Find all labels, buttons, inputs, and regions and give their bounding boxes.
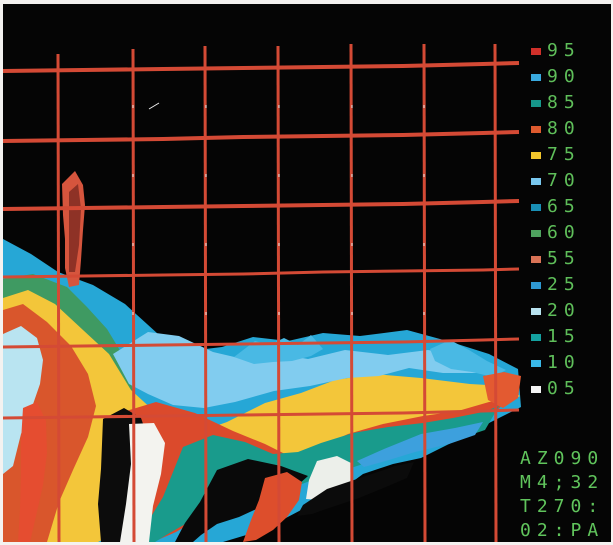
echo-cyan-right: [430, 340, 506, 377]
grid-horizontal-5: [3, 337, 520, 349]
legend-swatch-70: [531, 178, 541, 185]
grid-vertical-7: [493, 43, 498, 542]
echo-field: [3, 171, 521, 542]
legend-row-10: 10: [531, 352, 611, 375]
radar-plot: [3, 43, 521, 542]
cursor-mark: [148, 102, 160, 110]
legend-label-15: 15: [547, 326, 581, 347]
legend-label-95: 95: [547, 40, 581, 61]
tilt-readout: T270:: [520, 496, 605, 517]
echo-far-right: [483, 372, 521, 408]
legend-label-70: 70: [547, 170, 581, 191]
legend-swatch-95: [531, 48, 541, 55]
mode-readout: 02:PA: [520, 520, 605, 541]
grid-horizontal-1: [3, 61, 520, 73]
legend-swatch-10: [531, 360, 541, 367]
grid-tick-marks: [132, 102, 425, 315]
legend-row-25: 25: [531, 274, 611, 297]
grid-vertical-3: [203, 45, 208, 542]
grid-vertical-4: [276, 45, 281, 542]
grid-vertical-2: [131, 48, 136, 542]
echo-white-spike: [120, 423, 165, 542]
grid-horizontal-6: [3, 408, 520, 420]
legend-swatch-90: [531, 74, 541, 81]
legend-row-70: 70: [531, 170, 611, 193]
legend-row-05: 05: [531, 378, 611, 401]
legend-row-20: 20: [531, 300, 611, 323]
legend-label-65: 65: [547, 196, 581, 217]
echo-left-pale: [3, 326, 43, 474]
legend-swatch-15: [531, 334, 541, 341]
radar-display: 95 90 85 80 75 70 65 60: [3, 4, 611, 542]
legend-swatch-85: [531, 100, 541, 107]
legend-swatch-75: [531, 152, 541, 159]
legend-label-90: 90: [547, 66, 581, 87]
echo-lower-blue: [357, 422, 483, 467]
legend-label-55: 55: [547, 248, 581, 269]
legend-swatch-80: [531, 126, 541, 133]
legend-label-10: 10: [547, 352, 581, 373]
radar-readouts: AZ090 M4;32 T270: 02:PA: [520, 450, 611, 542]
legend-swatch-05: [531, 386, 541, 393]
legend-label-60: 60: [547, 222, 581, 243]
intensity-legend: 95 90 85 80 75 70 65 60: [531, 40, 611, 415]
echo-lower-right-black: [297, 462, 414, 516]
legend-row-90: 90: [531, 66, 611, 89]
legend-row-55: 55: [531, 248, 611, 271]
grid-vertical-1: [56, 53, 61, 542]
legend-label-05: 05: [547, 378, 581, 399]
legend-row-75: 75: [531, 144, 611, 167]
legend-swatch-60: [531, 230, 541, 237]
grid-horizontal-3: [3, 199, 520, 211]
echo-light-band: [113, 332, 490, 408]
grid-horizontal-4: [3, 267, 520, 279]
echo-upper-plume-dark: [69, 184, 81, 272]
legend-row-15: 15: [531, 326, 611, 349]
legend-label-80: 80: [547, 118, 581, 139]
legend-row-60: 60: [531, 222, 611, 245]
legend-swatch-25: [531, 282, 541, 289]
legend-swatch-65: [531, 204, 541, 211]
legend-row-80: 80: [531, 118, 611, 141]
grid-vertical-6: [422, 43, 427, 542]
legend-label-20: 20: [547, 300, 581, 321]
legend-label-85: 85: [547, 92, 581, 113]
legend-swatch-20: [531, 308, 541, 315]
legend-label-75: 75: [547, 144, 581, 165]
grid-horizontal-2: [3, 130, 520, 143]
legend-swatch-55: [531, 256, 541, 263]
echo-left-red-lower: [18, 402, 47, 542]
legend-row-95: 95: [531, 40, 611, 63]
legend-row-85: 85: [531, 92, 611, 115]
time-readout: M4;32: [520, 472, 605, 493]
legend-row-65: 65: [531, 196, 611, 219]
echo-lower-red: [243, 472, 302, 542]
legend-label-25: 25: [547, 274, 581, 295]
grid-lines: [3, 43, 520, 542]
azimuth-readout: AZ090: [520, 448, 605, 469]
grid-vertical-5: [349, 43, 354, 542]
